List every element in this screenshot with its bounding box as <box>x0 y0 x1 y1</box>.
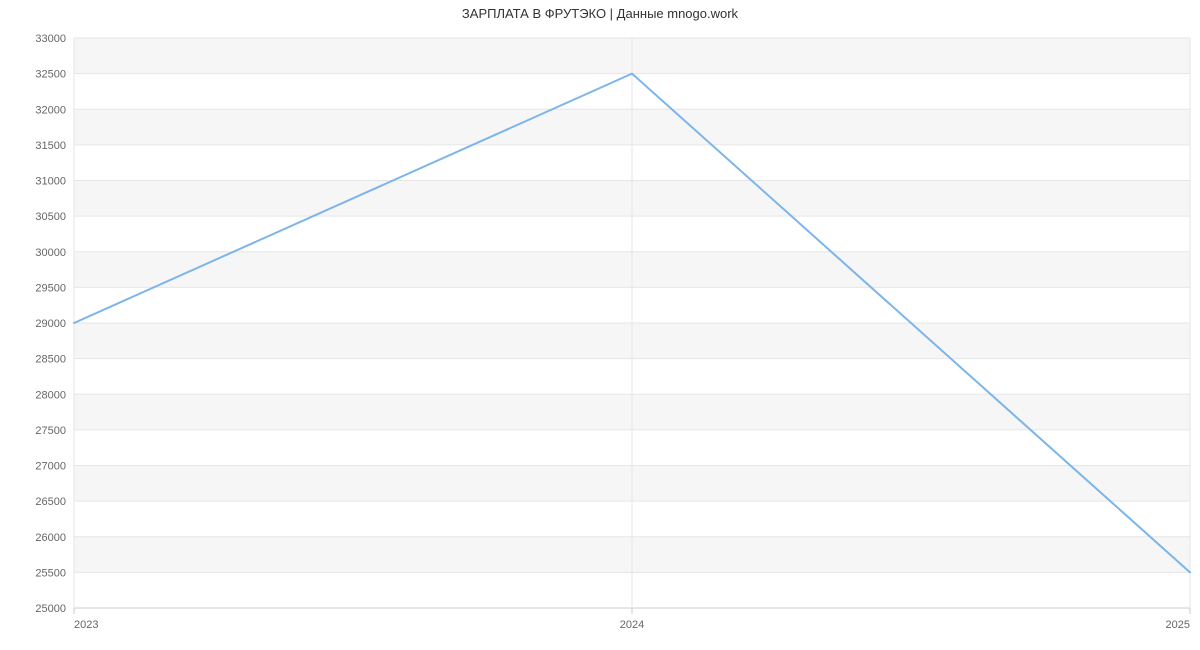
y-tick-label: 27000 <box>35 461 66 473</box>
y-tick-label: 25500 <box>35 567 66 579</box>
y-tick-label: 33000 <box>35 33 66 45</box>
y-tick-label: 25000 <box>35 603 66 615</box>
y-tick-label: 30000 <box>35 247 66 259</box>
salary-line-chart: ЗАРПЛАТА В ФРУТЭКО | Данные mnogo.work 2… <box>0 0 1200 650</box>
y-tick-label: 28000 <box>35 389 66 401</box>
y-tick-label: 27500 <box>35 425 66 437</box>
y-tick-label: 26000 <box>35 532 66 544</box>
y-tick-label: 29500 <box>35 282 66 294</box>
y-tick-label: 32500 <box>35 69 66 81</box>
chart-svg: 25000 25500 26000 26500 27000 27500 28000 28500… <box>0 0 1200 650</box>
y-tick-label: 26500 <box>35 496 66 508</box>
y-tick-label: 28500 <box>35 354 66 366</box>
chart-title: ЗАРПЛАТА В ФРУТЭКО | Данные mnogo.work <box>0 6 1200 21</box>
y-tick-label: 31000 <box>35 176 66 188</box>
y-tick-label: 30500 <box>35 211 66 223</box>
y-tick-label: 29000 <box>35 318 66 330</box>
x-tick-label: 2023 <box>74 619 98 631</box>
x-tick-label: 2025 <box>1166 619 1190 631</box>
y-tick-label: 32000 <box>35 104 66 116</box>
y-tick-label: 31500 <box>35 140 66 152</box>
x-tick-label: 2024 <box>620 619 644 631</box>
